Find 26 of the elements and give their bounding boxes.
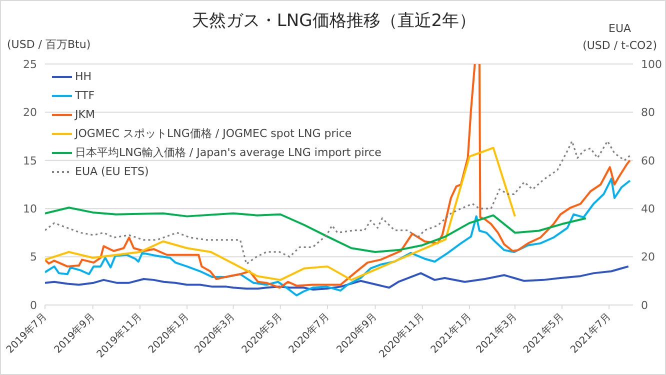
y2-tick-label: 20 — [641, 250, 655, 264]
legend-label: HH — [75, 69, 92, 85]
legend-label: TTF — [75, 88, 95, 104]
y2-tick-label: 40 — [641, 202, 655, 216]
line-series — [45, 146, 516, 281]
line-series — [45, 178, 631, 296]
legend-label: JOGMEC スポットLNG価格 / JOGMEC spot LNG price — [75, 126, 352, 142]
y-tick-label: 25 — [23, 58, 37, 71]
chart-title: 天然ガス・LNG価格推移（直近2年） — [192, 11, 476, 31]
y2-tick-label: 100 — [641, 58, 662, 71]
y2-tick-label: 80 — [641, 106, 655, 120]
y2-tick-label: 60 — [641, 154, 655, 168]
legend-label: 日本平均LNG輸入価格 / Japan's average LNG import pirce — [75, 145, 382, 161]
y2-axis-title: EUA (USD / t-CO2) — [582, 21, 657, 54]
legend-label: JKM — [75, 107, 95, 123]
y-tick-label: 15 — [23, 154, 37, 168]
y-axis-title: (USD / 百万Btu) — [7, 37, 91, 52]
line-series — [45, 140, 631, 265]
y-tick-label: 20 — [23, 106, 37, 120]
y-tick-label: 10 — [23, 202, 37, 216]
y2-tick-label: 0 — [641, 298, 648, 312]
y-tick-label: 0 — [30, 298, 37, 312]
y-tick-label: 5 — [30, 250, 37, 264]
line-series — [45, 265, 630, 291]
line-series — [45, 206, 587, 253]
legend-label: EUA (EU ETS) — [75, 164, 149, 180]
